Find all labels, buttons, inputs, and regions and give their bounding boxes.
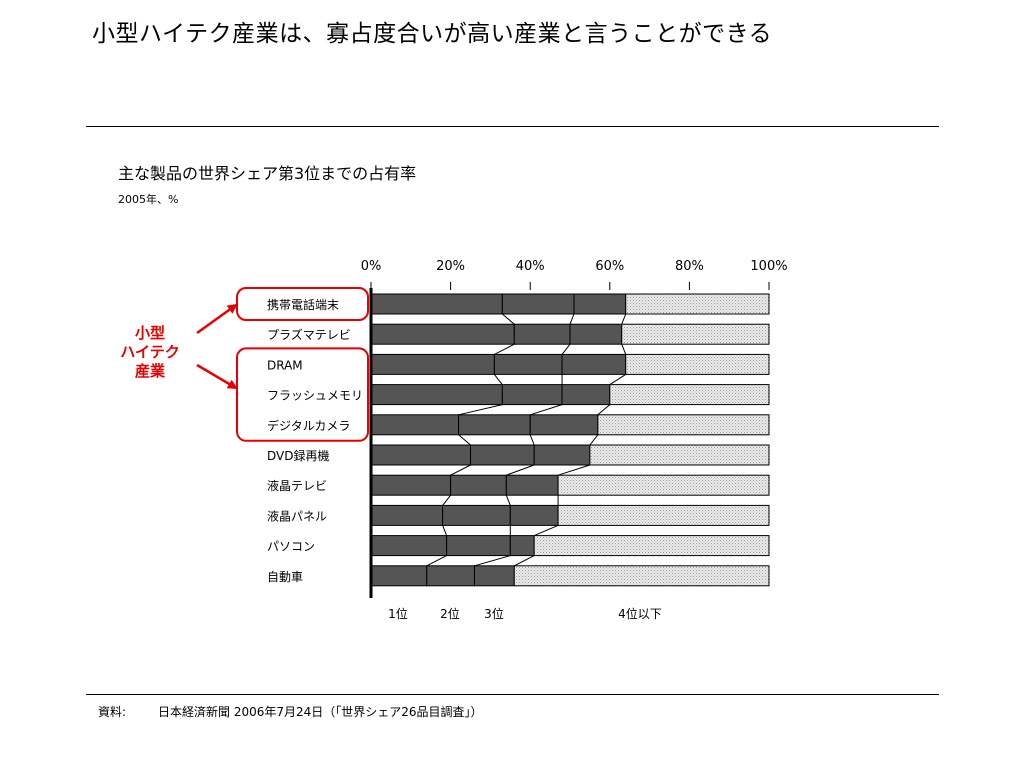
connector-line — [589, 434, 599, 446]
bar-segment — [533, 444, 591, 466]
bar-segment — [370, 474, 452, 496]
bar-segment — [426, 565, 475, 587]
bar-segment — [557, 474, 770, 496]
connector-line — [494, 343, 515, 355]
connector-line — [458, 404, 503, 416]
annotation-label: 小型 — [135, 324, 165, 342]
series-label: 1位 — [388, 606, 408, 621]
connector-line — [442, 494, 451, 506]
bar-segment — [625, 293, 770, 315]
x-tick-label: 40% — [516, 259, 545, 274]
x-tick-label: 100% — [750, 259, 787, 274]
category-label: DVD録再機 — [267, 448, 329, 463]
category-label: パソコン — [267, 540, 315, 554]
connector-line — [557, 464, 591, 476]
bar-segment — [509, 535, 535, 557]
connector-line — [502, 313, 515, 325]
x-tick-label: 0% — [361, 259, 382, 274]
category-label: 液晶テレビ — [267, 478, 327, 493]
bar-segment — [370, 414, 460, 436]
category-label: デジタルカメラ — [267, 418, 350, 433]
x-tick-label: 20% — [436, 259, 465, 274]
bar-segment — [501, 384, 563, 406]
annotation-label: 産業 — [135, 362, 166, 380]
series-label: 2位 — [440, 606, 460, 621]
category-label: フラッシュメモリ — [267, 389, 363, 403]
category-label: プラズマテレビ — [267, 327, 351, 342]
x-tick-label: 60% — [595, 259, 624, 274]
bar-segment — [589, 444, 770, 466]
bar-segment — [561, 384, 611, 406]
annotation-arrow — [196, 303, 238, 335]
series-label: 3位 — [484, 606, 504, 621]
connector-line — [597, 404, 611, 416]
bar-segment — [450, 474, 507, 496]
bar-segment — [458, 414, 531, 436]
x-tick-label: 80% — [675, 259, 704, 274]
connector-line — [506, 464, 535, 476]
category-label: 液晶パネル — [267, 508, 327, 523]
bar-segment — [509, 504, 559, 526]
connector-line — [514, 555, 535, 567]
source-text: 日本経済新聞 2006年7月24日（「世界シェア26品目調査」） — [158, 705, 483, 719]
bar-segment — [370, 565, 428, 587]
highlight-box — [236, 347, 369, 442]
bar-segment — [370, 384, 503, 406]
series-label: 4位以下 — [618, 606, 662, 621]
chart-subtitle: 2005年、% — [118, 193, 179, 206]
bar-segment — [473, 565, 515, 587]
bar-segment — [513, 565, 770, 587]
connector-line — [493, 374, 503, 385]
category-label: 携帯電話端末 — [267, 297, 339, 312]
bar-segment — [442, 504, 511, 526]
connector-line — [505, 495, 511, 506]
connector-line — [442, 525, 448, 536]
connector-line — [529, 434, 535, 446]
bar-segment — [370, 504, 444, 526]
bar-segment — [513, 323, 571, 345]
bar-segment — [505, 474, 559, 496]
connector-line — [474, 555, 511, 567]
bar-segment — [561, 353, 627, 375]
bar-segment — [533, 535, 770, 557]
bar-segment — [501, 293, 575, 315]
bar-segment — [625, 353, 770, 375]
connector-line — [458, 434, 471, 446]
bar-segment — [370, 353, 495, 375]
connector-line — [621, 344, 627, 355]
bar-segment — [621, 323, 770, 345]
connector-line — [561, 343, 571, 355]
bar-segment — [573, 293, 627, 315]
bar-segment — [370, 323, 515, 345]
bar-segment — [446, 535, 511, 557]
bar-segment — [609, 384, 770, 406]
category-label: DRAM — [267, 358, 303, 372]
chart-title: 主な製品の世界シェア第3位までの占有率 — [118, 164, 417, 183]
connector-line — [450, 464, 471, 476]
page-title: 小型ハイテク産業は、寡占度合いが高い産業と言うことができる — [92, 21, 773, 47]
bar-segment — [470, 444, 535, 466]
bar-segment — [597, 414, 770, 436]
connector-line — [426, 555, 447, 567]
bar-segment — [370, 535, 448, 557]
annotation-label: ハイテク — [120, 343, 179, 361]
connector-line — [609, 373, 626, 386]
connector-line — [530, 404, 563, 416]
bar-segment — [557, 504, 770, 526]
bar-segment — [370, 293, 503, 315]
source-label: 資料: — [98, 705, 127, 719]
connector-line — [621, 313, 627, 325]
footer-divider — [86, 694, 939, 695]
connector-line — [569, 313, 575, 325]
connector-line — [533, 524, 559, 537]
bar-segment — [569, 323, 623, 345]
category-label: 自動車 — [267, 570, 303, 584]
bar-segment — [529, 414, 599, 436]
bar-segment — [493, 353, 563, 375]
header-divider — [86, 126, 939, 127]
annotation-arrow — [196, 363, 238, 390]
bar-segment — [370, 444, 471, 466]
